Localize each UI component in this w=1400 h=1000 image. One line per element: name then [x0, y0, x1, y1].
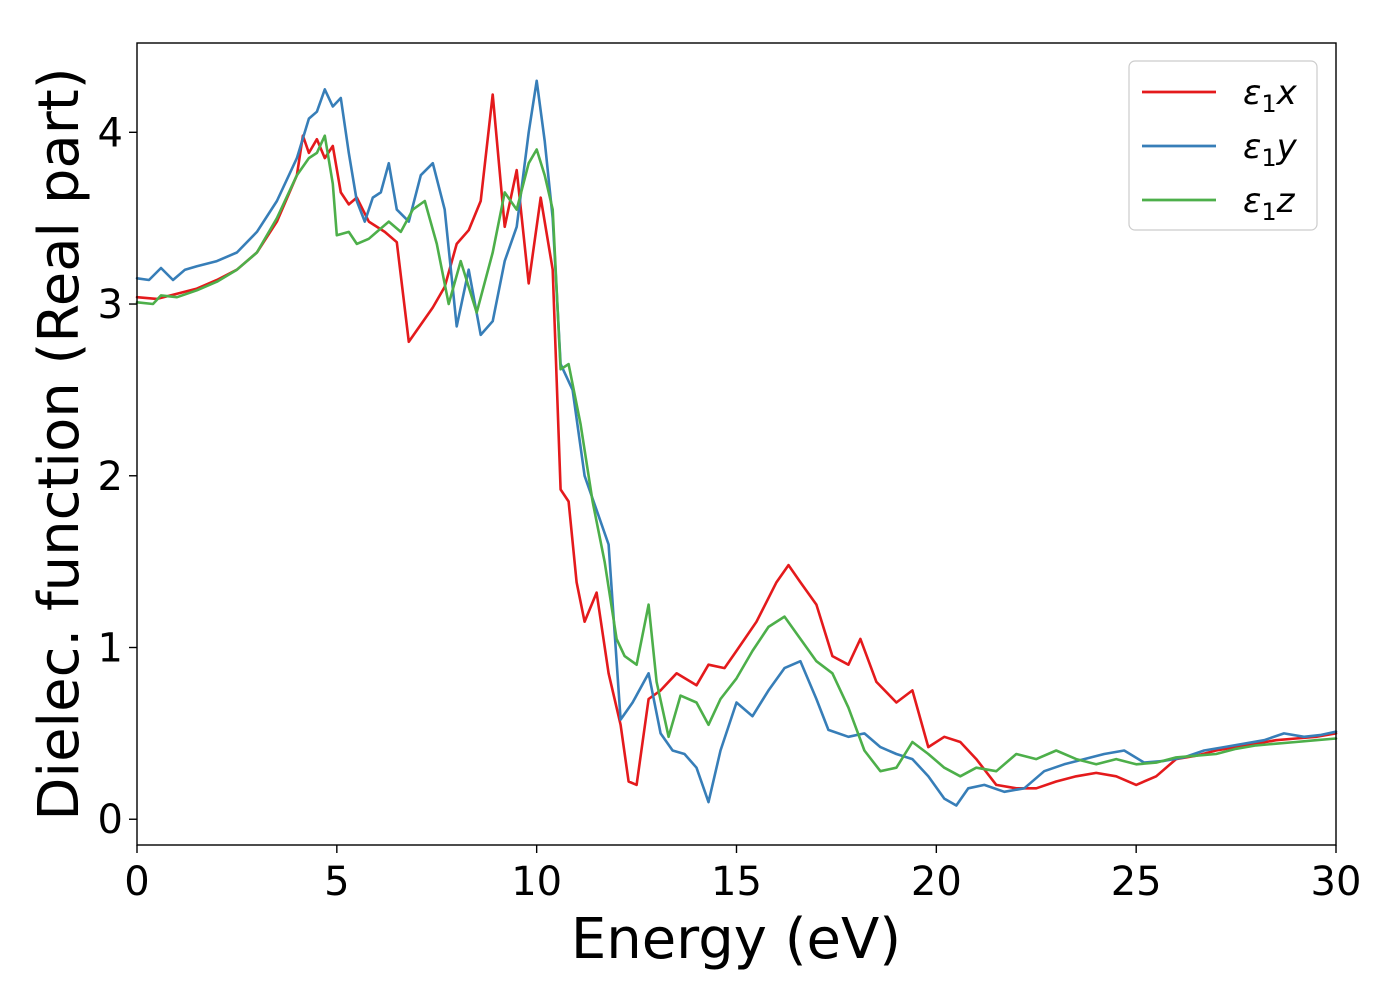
x-axis-title: Energy (eV) — [571, 907, 901, 972]
y-axis-ticks: 0 1 2 3 4 — [98, 110, 137, 843]
y-tick-label: 1 — [98, 626, 123, 672]
legend-label-x: ε1x — [1243, 73, 1298, 118]
x-tick-label: 30 — [1311, 859, 1362, 905]
legend-label-variable: z — [1276, 181, 1296, 221]
series-line-y — [135, 79, 1338, 807]
y-axis-title: Dielec. function (Real part) — [27, 67, 92, 820]
x-tick-label: 0 — [124, 859, 149, 905]
series-layer — [135, 79, 1338, 807]
x-tick-label: 10 — [511, 859, 562, 905]
y-tick-label: 0 — [98, 797, 123, 843]
legend-box — [1128, 60, 1318, 231]
x-tick-label: 15 — [711, 859, 762, 905]
x-tick-label: 5 — [324, 859, 349, 905]
series-line-z — [135, 134, 1338, 778]
legend-label-subscript: 1 — [1261, 144, 1276, 172]
legend-label-y: ε1y — [1243, 127, 1298, 172]
legend-label-base: ε — [1243, 127, 1261, 167]
y-tick-label: 4 — [98, 110, 123, 156]
legend-label-variable: y — [1276, 127, 1298, 167]
y-tick-label: 2 — [98, 454, 123, 500]
legend-label-variable: x — [1276, 73, 1298, 113]
x-tick-label: 20 — [911, 859, 962, 905]
y-tick-label: 3 — [98, 282, 123, 328]
legend-label-subscript: 1 — [1261, 198, 1276, 226]
series-line-x — [135, 93, 1338, 790]
x-axis-ticks: 0 5 10 15 20 25 30 — [124, 845, 1361, 905]
legend-label-base: ε — [1243, 73, 1261, 113]
x-tick-label: 25 — [1111, 859, 1162, 905]
legend-label-base: ε — [1243, 181, 1261, 221]
legend-label-subscript: 1 — [1261, 90, 1276, 118]
legend-label-z: ε1z — [1243, 181, 1296, 226]
